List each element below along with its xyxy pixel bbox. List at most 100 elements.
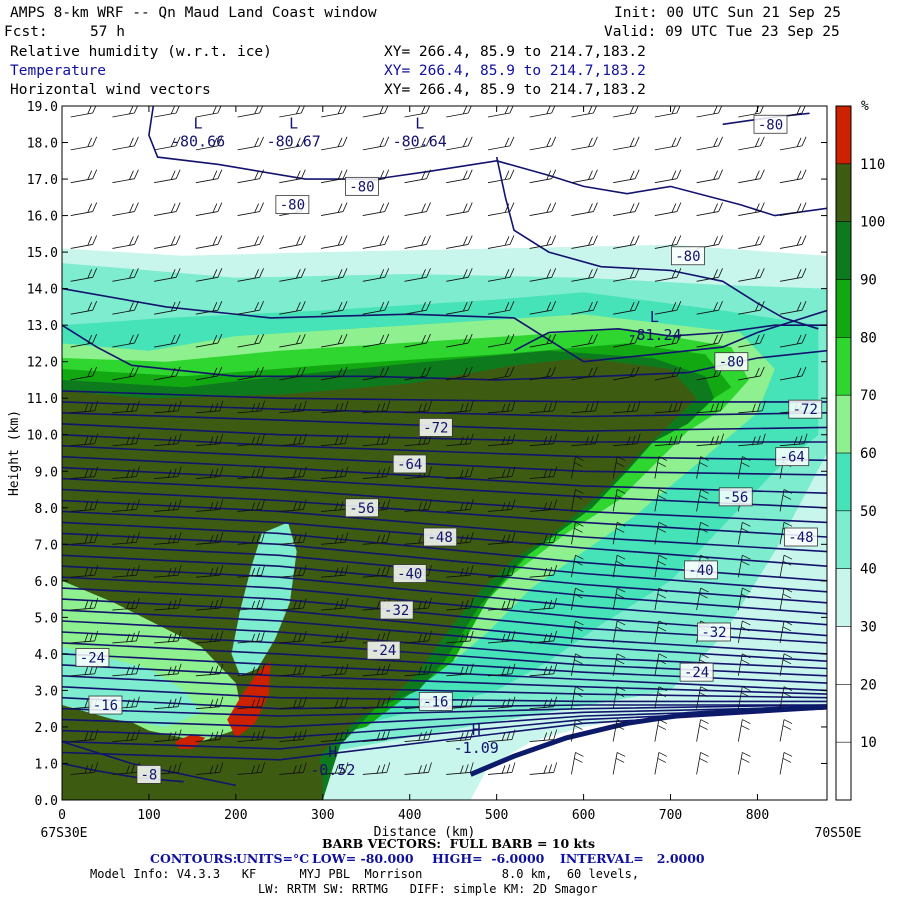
wind-barb	[70, 202, 98, 216]
wind-barb	[362, 268, 390, 282]
y-tick-label: 6.0	[35, 575, 58, 590]
wind-barb	[654, 521, 668, 545]
wind-barb	[237, 235, 264, 249]
y-tick-label: 12.0	[27, 356, 58, 371]
contour-label: -80	[349, 179, 374, 195]
wind-barb	[779, 489, 793, 512]
wind-barb	[112, 663, 140, 677]
colorbar-label: 90	[860, 273, 877, 289]
wind-barb	[654, 268, 682, 282]
wind-barb	[112, 235, 139, 249]
wind-barb	[613, 301, 640, 315]
wind-barb	[279, 235, 306, 249]
contour-line	[62, 704, 827, 717]
wind-barb	[571, 752, 584, 775]
wind-barb	[529, 433, 558, 447]
wind-barb	[487, 663, 516, 677]
contour-label-box	[392, 454, 427, 474]
wind-barb	[195, 400, 224, 414]
wind-barb	[654, 554, 668, 578]
wind-barb	[70, 136, 98, 151]
wind-barb	[696, 169, 723, 184]
wind-barb	[738, 301, 765, 315]
contour-line	[62, 762, 184, 783]
wind-barb	[154, 630, 182, 644]
wind-barb	[321, 663, 349, 677]
wind-barb	[70, 333, 98, 348]
wind-barb	[446, 169, 473, 184]
wind-barb	[529, 532, 558, 545]
contour-label-box	[679, 662, 714, 682]
wind-barb	[654, 202, 682, 216]
wind-barb	[529, 499, 558, 512]
wind-barb	[612, 456, 626, 479]
contour-label-box	[753, 114, 788, 134]
contour-label: -40	[688, 563, 713, 579]
wind-barb	[279, 762, 307, 775]
wind-barb	[112, 466, 140, 479]
wind-barb	[737, 521, 751, 545]
wind-barb	[362, 729, 391, 742]
contour-high: HIGH= -6.0000	[432, 851, 545, 866]
y-tick-label: 15.0	[27, 246, 58, 261]
x-tick-label: 0	[58, 808, 66, 823]
contour-label-box	[684, 560, 718, 580]
wind-barb	[738, 202, 765, 216]
wind-barb	[613, 202, 640, 216]
wind-barb	[613, 169, 640, 184]
wind-barb	[279, 333, 306, 348]
contour-line	[62, 455, 827, 494]
y-tick-label: 10.0	[27, 429, 58, 444]
x-tick-label: 500	[485, 808, 508, 823]
wind-barb	[237, 762, 265, 775]
wind-barb	[738, 400, 766, 414]
wind-barb	[738, 366, 765, 381]
wind-barb	[654, 400, 683, 414]
wind-barb	[154, 136, 181, 151]
wind-barb	[320, 202, 348, 216]
wind-barb	[696, 587, 709, 611]
wind-barb	[195, 333, 223, 348]
wind-barb	[696, 489, 709, 512]
contour-label-box	[718, 487, 753, 507]
contour-label: -48	[428, 530, 453, 546]
wind-barb	[195, 301, 223, 315]
wind-barb	[446, 268, 473, 282]
wind-barb	[112, 696, 140, 710]
y-tick-label: 1.0	[35, 757, 58, 772]
wind-barb	[404, 268, 431, 282]
wind-barb	[529, 597, 558, 611]
colorbar: 10 20 30 40 50 60 70 80 90 100 110%	[835, 99, 885, 801]
wind-barb	[779, 719, 793, 742]
colorbar-label: 40	[860, 562, 877, 578]
wind-barb	[738, 268, 765, 282]
contour-label: -24	[371, 643, 396, 659]
extremum-value: -81.24	[627, 326, 681, 344]
wind-barb	[70, 366, 98, 381]
wind-barb	[321, 532, 349, 545]
wind-barb	[487, 630, 516, 644]
wind-barb	[529, 333, 557, 348]
wind-barb	[529, 136, 557, 151]
wind-barb	[446, 532, 474, 545]
wind-barb	[195, 169, 223, 184]
wind-barb	[737, 653, 751, 676]
model-info-line-2: LW: RRTM SW: RRTMG DIFF: simple KM: 2D S…	[258, 882, 598, 896]
wind-barb	[446, 433, 474, 447]
wind-barb	[237, 433, 265, 447]
wind-barb	[112, 565, 140, 578]
wind-barb	[404, 169, 431, 184]
wind-barb	[279, 663, 307, 677]
wind-barb	[154, 235, 181, 249]
wind-barb	[696, 521, 709, 545]
contour-label-box	[75, 648, 110, 667]
contour-line	[62, 554, 827, 615]
wind-barb	[487, 202, 515, 216]
wind-barb	[321, 762, 349, 775]
wind-barb	[195, 663, 224, 677]
wind-barb	[195, 565, 224, 578]
wind-barb	[362, 235, 390, 249]
colorbar-label: 50	[860, 504, 877, 520]
contour-label-box	[423, 527, 458, 547]
contour-units: UNITS=°C	[236, 851, 310, 866]
